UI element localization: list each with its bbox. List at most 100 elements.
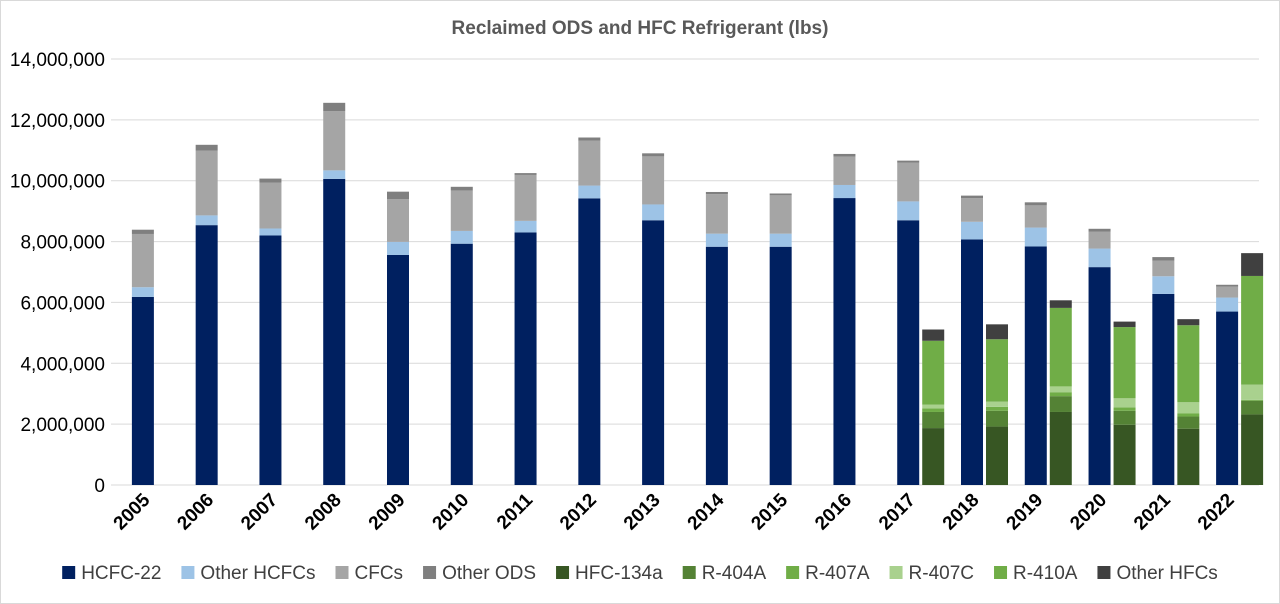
bar-segment-hcfc-22-2008 [323,178,346,486]
x-tick-label: 2017 [875,490,920,535]
bar-segment-other-hfcs-2020 [1113,321,1136,328]
bar-segment-r-407c-2022 [1241,384,1264,400]
bar-segment-r-407a-2018 [986,406,1008,411]
bar-segment-other-ods-2020 [1088,228,1111,232]
bar-segment-other-ods-2017 [897,160,920,163]
bar-segment-other-ods-2006 [195,144,218,151]
legend-swatch-r-407c [889,566,903,579]
bar-segment-other-hcfcs-2011 [514,220,537,233]
bar-segment-r-410a-2018 [986,339,1008,402]
y-tick-label: 6,000,000 [20,293,105,314]
x-tick-label: 2019 [1003,490,1048,535]
x-tick-label: 2018 [939,490,984,535]
bar-segment-hcfc-22-2019 [1024,246,1047,485]
legend-swatch-r-407a [786,566,800,579]
bar-segment-r-407c-2020 [1113,398,1136,408]
bar-segment-cfcs-2014 [705,194,728,234]
bar-segment-other-ods-2013 [642,153,665,157]
bar-segment-other-hfcs-2021 [1177,319,1200,326]
bar-segment-hcfc-22-2005 [131,296,154,485]
bar-segment-other-hcfcs-2014 [705,233,728,247]
bar-segment-other-hcfcs-2022 [1216,297,1239,312]
bar-segment-cfcs-2007 [259,182,282,229]
bar-segment-other-ods-2007 [259,178,282,183]
x-tick-label: 2016 [811,490,856,535]
bar-segment-hfc-134a-2021 [1177,428,1200,485]
legend-label-r-407c: R-407C [909,563,974,584]
x-axis-ticks: 2005 2006 2007 2008 2009 2010 2011 2012 2013 2014… [110,489,1239,534]
bar-segment-other-ods-2018 [961,195,983,199]
bar-segment-cfcs-2019 [1024,205,1047,228]
x-tick-label: 2013 [620,490,665,535]
bar-segment-r-407c-2019 [1049,386,1072,393]
bar-segment-cfcs-2010 [450,190,473,231]
y-tick-label: 4,000,000 [20,354,105,375]
bar-segment-hcfc-22-2014 [705,246,728,485]
bar-segment-cfcs-2015 [769,195,792,234]
x-tick-label: 2005 [110,489,155,534]
legend-label-other-hcfcs: Other HCFCs [200,563,315,584]
legend-swatch-hfc-134a [556,566,570,579]
bar-segment-cfcs-2020 [1088,231,1111,249]
bar-segment-other-ods-2019 [1024,202,1047,206]
bar-segment-other-ods-2005 [131,229,154,234]
bar-segment-hfc-134a-2018 [986,426,1008,485]
bar-segment-r-410a-2020 [1113,327,1136,399]
bar-segment-cfcs-2011 [514,174,537,221]
bar-segment-other-hcfcs-2020 [1088,248,1111,268]
bar-segment-r-404a-2020 [1113,410,1136,425]
legend-label-other-ods: Other ODS [442,563,536,584]
bar-segment-hcfc-22-2011 [514,232,537,485]
legend-swatch-hcfc-22 [62,566,76,579]
bar-segment-r-404a-2021 [1177,416,1200,429]
legend-label-cfcs: CFCs [355,563,404,584]
bar-segment-cfcs-2022 [1216,286,1239,298]
bar-segment-other-hfcs-2019 [1049,300,1072,308]
chart-title: Reclaimed ODS and HFC Refrigerant (lbs) [452,18,829,39]
bar-segment-hcfc-22-2010 [450,243,473,485]
bar-segment-r-410a-2021 [1177,325,1200,403]
bar-segment-r-407c-2018 [986,401,1008,407]
x-tick-label: 2010 [429,490,474,535]
bar-segment-r-407a-2017 [922,408,945,412]
bar-segment-hcfc-22-2012 [578,198,601,485]
bar-segment-other-hcfcs-2016 [833,184,856,199]
x-tick-label: 2021 [1130,489,1175,534]
legend-swatch-r-410a [994,566,1008,579]
gridlines [111,58,1259,486]
bar-segment-hcfc-22-2017 [897,220,920,485]
y-tick-label: 0 [94,476,105,497]
bar-segment-other-ods-2012 [578,137,601,141]
y-tick-label: 12,000,000 [10,111,105,132]
x-tick-label: 2020 [1066,490,1111,535]
bar-segment-r-407c-2017 [922,404,945,409]
bar-segment-other-ods-2015 [769,193,792,196]
bar-segment-other-ods-2014 [705,191,728,195]
bar-segment-cfcs-2005 [131,233,154,288]
legend-label-hfc-134a: HFC-134a [575,563,663,584]
bar-segment-hcfc-22-2013 [642,220,665,485]
x-tick-label: 2008 [301,490,346,535]
bar-segment-hcfc-22-2020 [1088,267,1111,485]
bar-segment-other-ods-2016 [833,153,856,157]
x-tick-label: 2011 [493,489,537,533]
bar-segment-r-404a-2017 [922,411,945,429]
bar-segment-other-hcfcs-2018 [961,221,983,240]
legend: HCFC-22 Other HCFCs CFCs Other ODS HFC-134a R… [62,563,1218,584]
bar-segment-other-ods-2010 [450,186,473,191]
bar-segment-r-407a-2020 [1113,407,1136,411]
y-axis-ticks: 0 2,000,000 4,000,000 6,000,000 8,000,000 10,… [10,50,105,497]
bar-segment-hcfc-22-2006 [195,225,218,485]
y-tick-label: 8,000,000 [20,233,105,254]
y-tick-label: 14,000,000 [10,50,105,71]
bar-segment-other-hcfcs-2006 [195,215,218,226]
bar-segment-cfcs-2009 [387,199,409,242]
x-tick-label: 2014 [684,489,729,534]
bar-segment-hcfc-22-2018 [961,239,983,485]
bar-segment-cfcs-2017 [897,162,920,202]
bar-segment-r-404a-2022 [1241,400,1264,415]
legend-label-hcfc-22: HCFC-22 [81,563,161,584]
x-tick-label: 2012 [556,490,601,535]
bars [131,102,1264,486]
